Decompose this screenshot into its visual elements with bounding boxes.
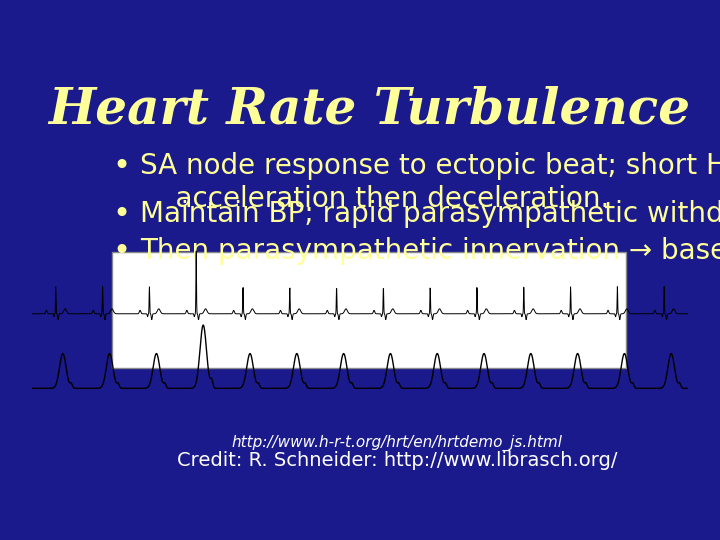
Text: •: • [112, 238, 130, 266]
Text: http://www.h-r-t.org/hrt/en/hrtdemo_js.html: http://www.h-r-t.org/hrt/en/hrtdemo_js.h… [231, 435, 562, 451]
Text: Maintain BP; rapid parasympathetic withdrawal?: Maintain BP; rapid parasympathetic withd… [140, 200, 720, 228]
Text: SA node response to ectopic beat; short HR
    acceleration then deceleration.: SA node response to ectopic beat; short … [140, 152, 720, 213]
Text: •: • [112, 152, 130, 181]
FancyBboxPatch shape [112, 252, 626, 368]
Text: •: • [112, 200, 130, 229]
Text: Credit: R. Schneider: http://www.librasch.org/: Credit: R. Schneider: http://www.librasc… [176, 451, 617, 470]
Text: Then parasympathetic innervation → baseline: Then parasympathetic innervation → basel… [140, 238, 720, 265]
Text: Heart Rate Turbulence: Heart Rate Turbulence [48, 85, 690, 134]
